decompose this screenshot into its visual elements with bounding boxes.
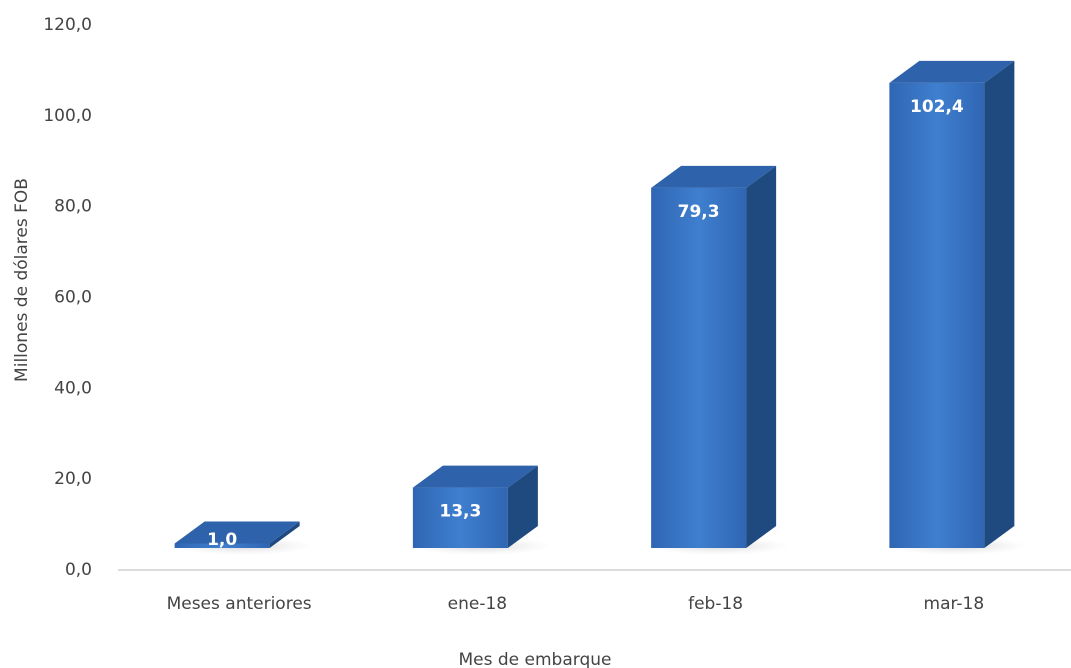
y-tick-label: 100,0 xyxy=(43,106,92,126)
bar-side xyxy=(507,465,538,548)
x-tick-label: Meses anteriores xyxy=(167,594,312,614)
x-tick-label: ene-18 xyxy=(448,594,507,614)
bar-side xyxy=(269,521,300,548)
bar-side xyxy=(984,60,1015,548)
data-label: 102,4 xyxy=(910,97,964,117)
bar-front xyxy=(889,82,985,548)
x-tick-label: mar-18 xyxy=(924,594,985,614)
y-tick-label: 60,0 xyxy=(54,288,92,308)
y-tick-label: 20,0 xyxy=(54,469,92,489)
y-tick-label: 40,0 xyxy=(54,378,92,398)
y-tick-label: 120,0 xyxy=(43,15,92,35)
bar-top xyxy=(889,60,1015,83)
bar-top xyxy=(174,521,300,544)
x-tick-label: feb-18 xyxy=(688,594,743,614)
data-label: 1,0 xyxy=(207,530,237,550)
bar-top xyxy=(651,165,777,188)
y-tick-label: 0,0 xyxy=(65,560,92,580)
x-axis-title: Mes de embarque xyxy=(459,650,612,668)
bar-front xyxy=(651,187,747,549)
bar-front xyxy=(174,543,270,548)
data-label: 79,3 xyxy=(678,202,720,222)
data-label: 13,3 xyxy=(439,502,481,522)
bar-front xyxy=(412,487,508,548)
y-tick-label: 80,0 xyxy=(54,197,92,217)
bar-side xyxy=(746,165,777,549)
bar-top xyxy=(412,465,538,488)
y-axis-title: Millones de dólares FOB xyxy=(12,178,32,382)
